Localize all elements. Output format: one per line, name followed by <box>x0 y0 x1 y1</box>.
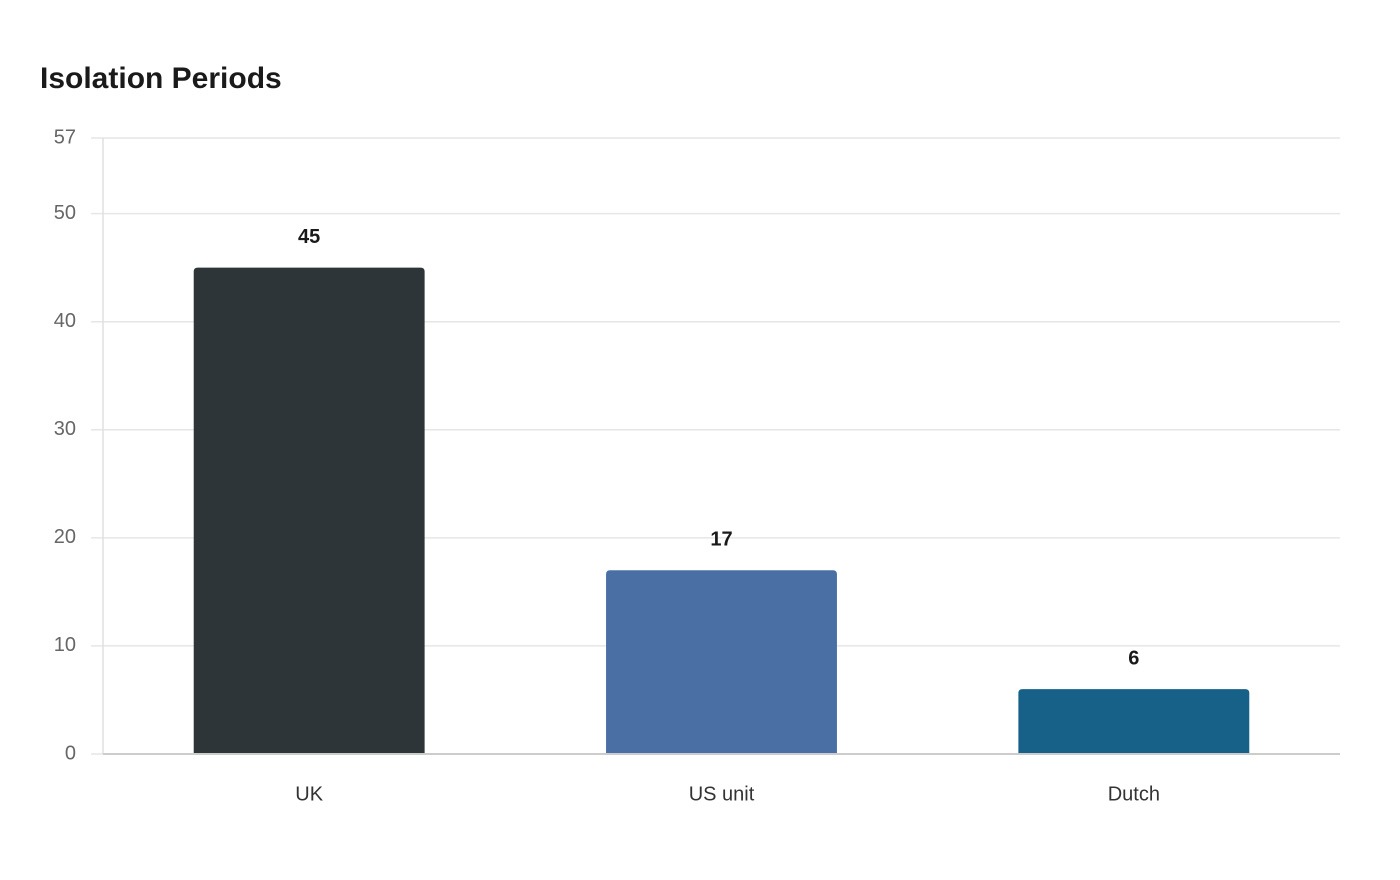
bar <box>1018 689 1250 754</box>
y-tick-label: 40 <box>54 310 76 332</box>
x-tick-label: Dutch <box>1108 783 1160 805</box>
y-tick-label: 50 <box>54 202 76 224</box>
value-label: 45 <box>298 226 320 248</box>
x-tick-label: UK <box>295 783 323 805</box>
bar <box>193 267 425 754</box>
x-tick-label: US unit <box>689 783 755 805</box>
value-label: 6 <box>1128 647 1139 669</box>
value-label: 17 <box>710 529 732 551</box>
y-tick-label: 0 <box>65 742 76 764</box>
bar <box>606 570 837 754</box>
y-tick-label: 20 <box>54 526 76 548</box>
y-tick-label: 57 <box>54 126 76 148</box>
chart-title: Isolation Periods <box>40 62 282 95</box>
y-tick-label: 10 <box>54 634 76 656</box>
y-tick-label: 30 <box>54 418 76 440</box>
